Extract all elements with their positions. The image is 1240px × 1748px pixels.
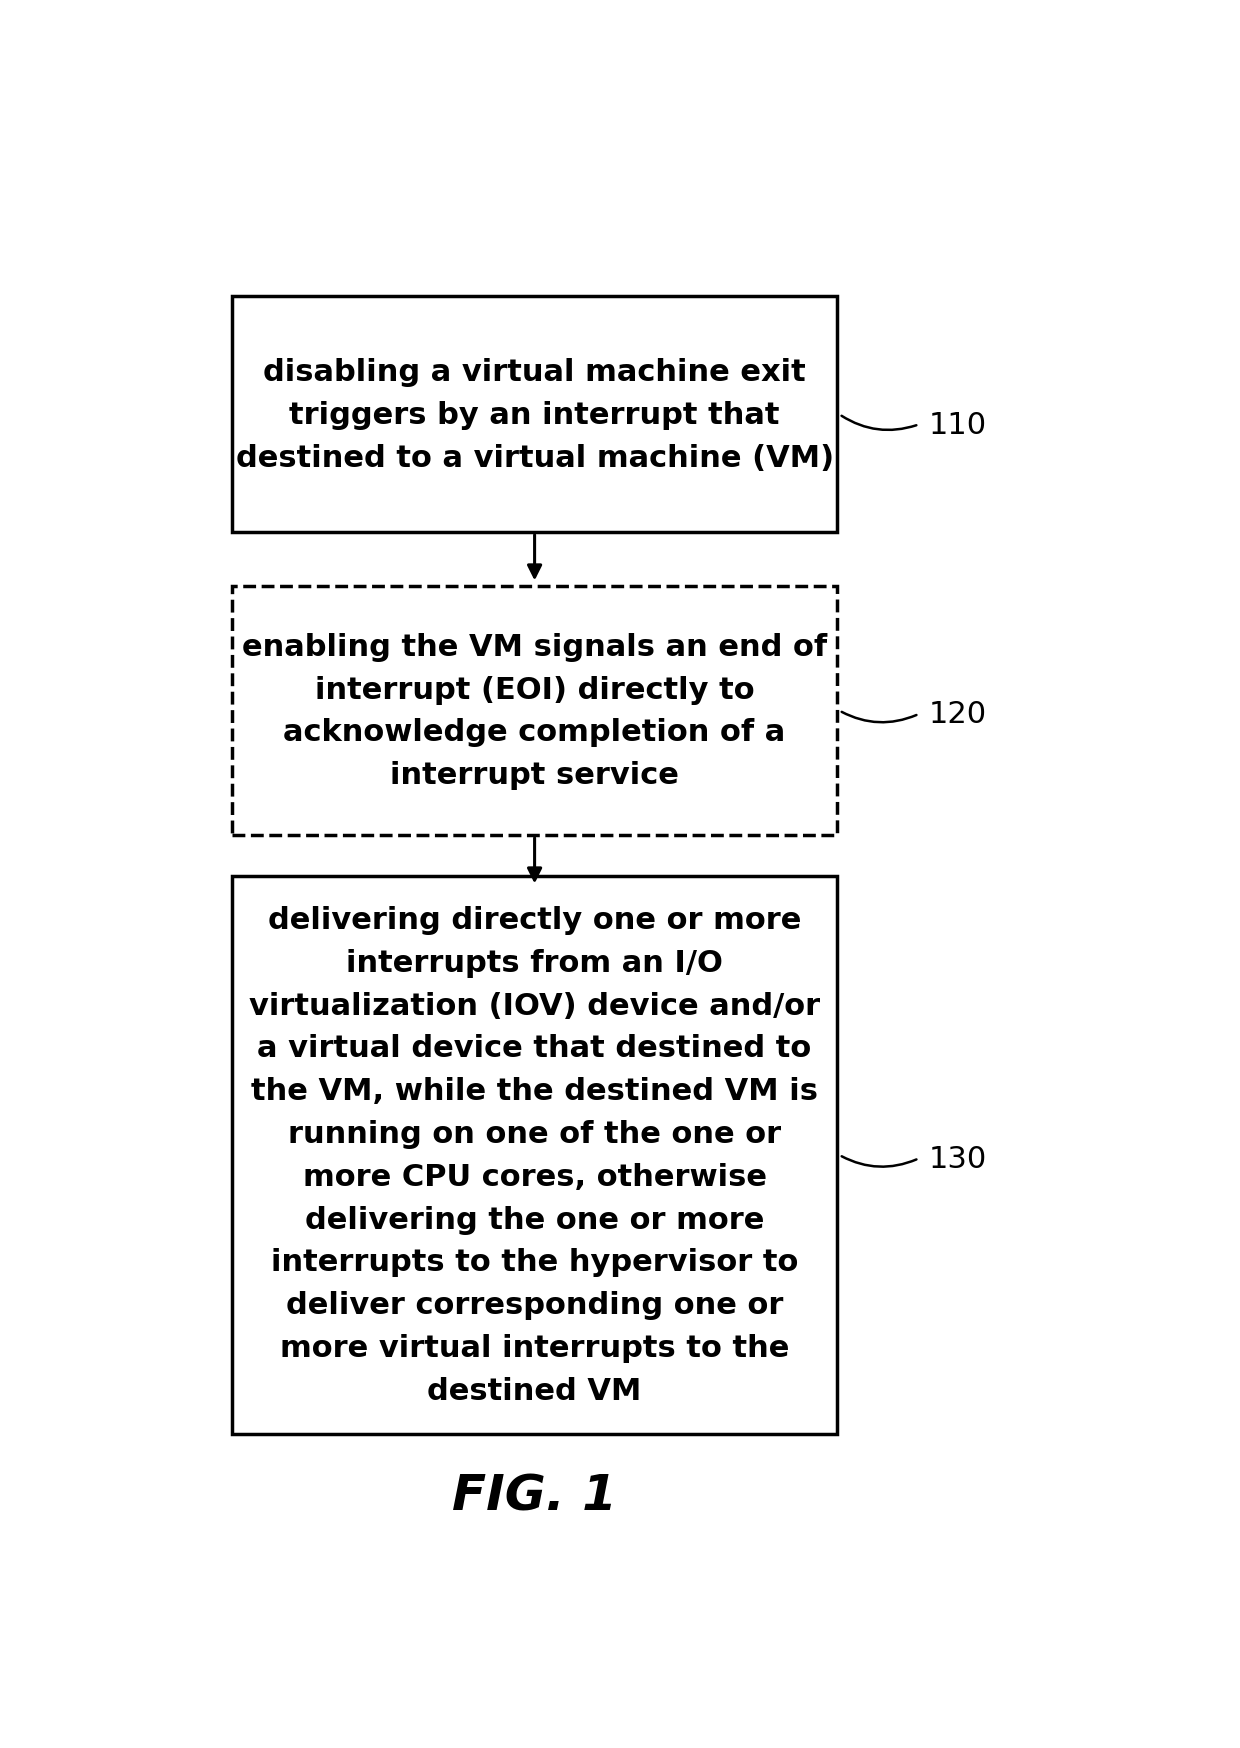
Text: FIG. 1: FIG. 1 (453, 1472, 618, 1519)
Bar (232, 297, 837, 533)
Text: enabling the VM signals an end of
interrupt (EOI) directly to
acknowledge comple: enabling the VM signals an end of interr… (242, 633, 827, 790)
Bar (232, 587, 837, 836)
Text: delivering directly one or more
interrupts from an I/O
virtualization (IOV) devi: delivering directly one or more interrup… (249, 905, 820, 1405)
Text: disabling a virtual machine exit
triggers by an interrupt that
destined to a vir: disabling a virtual machine exit trigger… (236, 358, 833, 472)
Bar (232, 876, 837, 1435)
Text: 130: 130 (929, 1145, 987, 1173)
Text: 120: 120 (929, 699, 987, 729)
Text: 110: 110 (929, 411, 987, 439)
